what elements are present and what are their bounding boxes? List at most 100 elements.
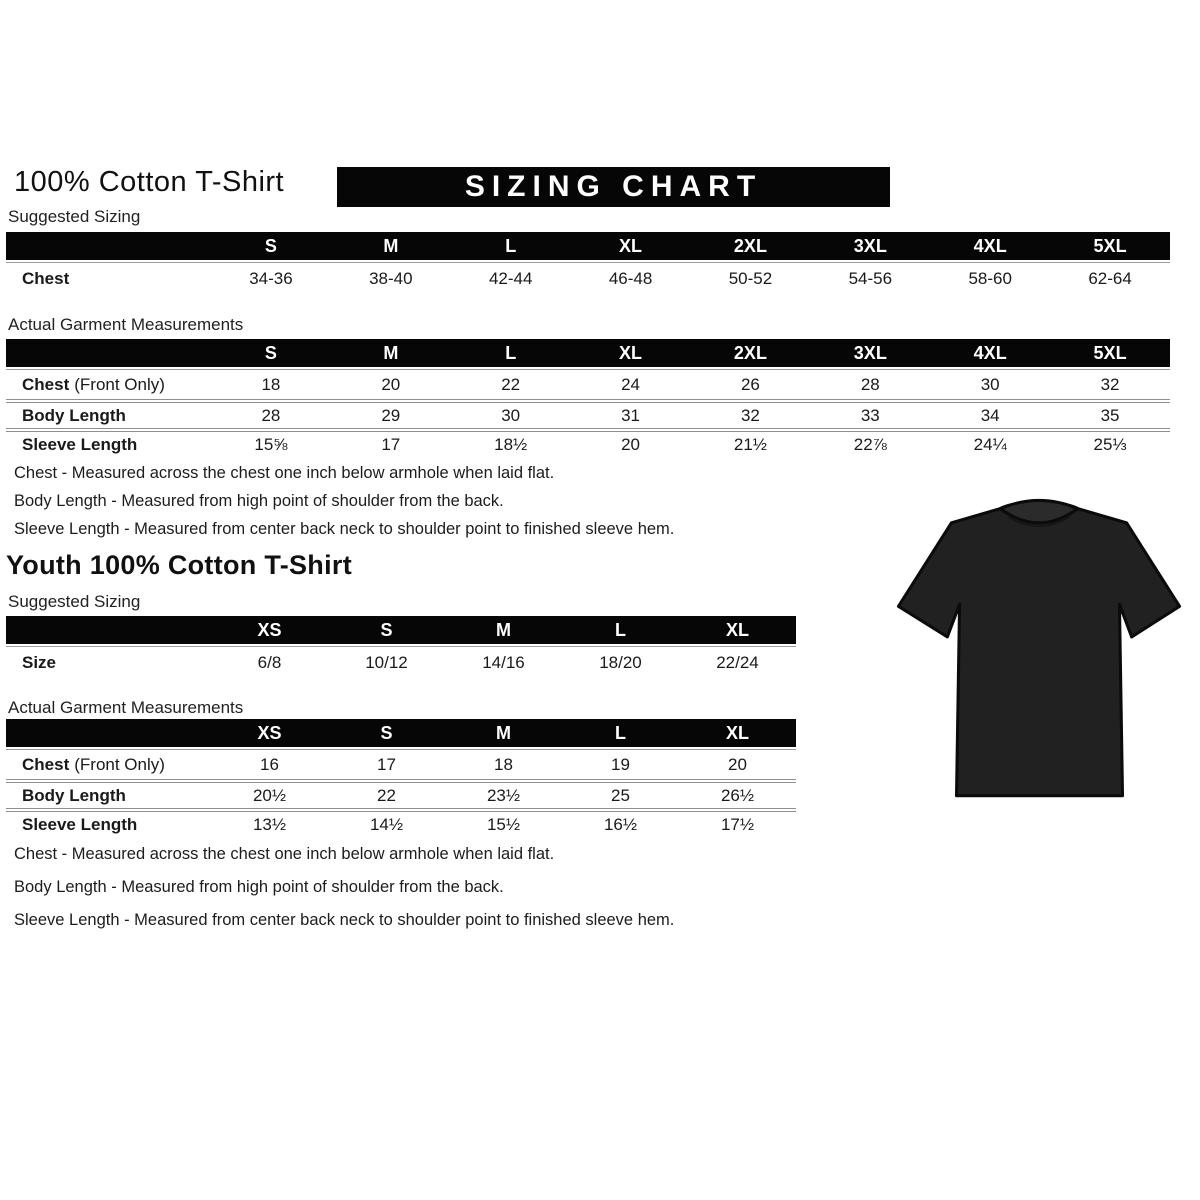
column-header: 3XL <box>853 342 887 363</box>
table-cell: 32 <box>740 405 760 425</box>
table-body: Size 6/8 10/12 14/16 18/20 22/24 <box>6 646 796 678</box>
table-cell: 31 <box>621 405 641 425</box>
column-header: 2XL <box>733 235 767 256</box>
table-cell: 28 <box>860 374 880 394</box>
row-label: Sleeve Length <box>22 814 138 834</box>
youth-actual-measurements-table: XS S M L XL Chest (Front Only) 16 17 18 1… <box>6 719 796 837</box>
youth-title: Youth 100% Cotton T-Shirt <box>6 550 352 580</box>
column-header: M <box>383 235 399 256</box>
column-header: S <box>264 235 277 256</box>
table-row: Sleeve Length 15⅝ 17 18½ 20 21½ 22⅞ 24¼ … <box>6 428 1170 457</box>
tshirt-icon <box>896 498 1182 798</box>
table-cell: 14½ <box>369 814 404 834</box>
table-cell: 42-44 <box>488 268 533 288</box>
table-cell: 22/24 <box>716 652 759 672</box>
column-header: M <box>496 619 511 640</box>
column-header: 4XL <box>973 235 1007 256</box>
table-cell: 15⅝ <box>254 434 288 454</box>
column-header: L <box>615 619 626 640</box>
table-header-row: S M L XL 2XL 3XL 4XL 5XL <box>6 339 1170 367</box>
table-body: Chest 34-36 38-40 42-44 46-48 50-52 54-5… <box>6 262 1170 294</box>
table-cell: 32 <box>1100 374 1120 394</box>
adult-suggested-sizing-label: Suggested Sizing <box>8 207 141 226</box>
youth-actual-measurements-label: Actual Garment Measurements <box>8 698 244 717</box>
table-cell: 18/20 <box>599 652 642 672</box>
table-cell: 38-40 <box>369 268 413 288</box>
column-header: XL <box>725 619 749 640</box>
table-cell: 17 <box>381 434 401 454</box>
table-cell: 22 <box>501 374 521 394</box>
table-cell: 50-52 <box>728 268 773 288</box>
table-cell: 34-36 <box>249 268 293 288</box>
table-cell: 16½ <box>603 814 638 834</box>
column-header: XS <box>257 619 282 640</box>
table-cell: 20½ <box>252 785 287 805</box>
table-cell: 29 <box>381 405 401 425</box>
table-cell: 6/8 <box>257 652 282 672</box>
column-header: M <box>383 342 399 363</box>
table-cell: 22 <box>377 785 396 805</box>
table-header-row: XS S M L XL <box>6 616 796 644</box>
table-cell: 25 <box>611 785 630 805</box>
table-cell: 54-56 <box>848 268 893 288</box>
table-cell: 23½ <box>486 785 521 805</box>
adult-actual-measurements-label: Actual Garment Measurements <box>8 315 244 334</box>
table-cell: 20 <box>381 374 401 394</box>
table-cell: 13½ <box>252 814 287 834</box>
row-label: Body Length <box>22 785 126 805</box>
column-header: 5XL <box>1093 235 1127 256</box>
row-label: Chest (Front Only) <box>22 754 165 774</box>
table-body: Chest (Front Only) 16 17 18 19 20 Body Le… <box>6 749 796 837</box>
table-cell: 30 <box>980 374 1000 394</box>
column-header: L <box>615 722 626 743</box>
column-header: XL <box>619 342 643 363</box>
row-label: Sleeve Length <box>22 434 138 454</box>
table-cell: 10/12 <box>365 652 408 672</box>
youth-suggested-sizing-label: Suggested Sizing <box>8 592 141 611</box>
measurement-notes: Chest - Measured across the chest one in… <box>14 843 674 942</box>
table-header-row: XS S M L XL <box>6 719 796 747</box>
column-header: 2XL <box>733 342 767 363</box>
page-title: 100% Cotton T-Shirt <box>14 166 285 198</box>
sizing-chart-banner: SIZING CHART <box>337 167 890 207</box>
table-row: Sleeve Length 13½ 14½ 15½ 16½ 17½ <box>6 808 796 837</box>
table-cell: 18 <box>494 754 513 774</box>
table-cell: 34 <box>980 405 1000 425</box>
table-cell: 46-48 <box>608 268 653 288</box>
youth-suggested-sizing-table: XS S M L XL Size 6/8 10/12 14/16 18/20 2… <box>6 616 796 678</box>
column-header: XS <box>257 722 282 743</box>
table-cell: 26½ <box>720 785 755 805</box>
table-row: Size 6/8 10/12 14/16 18/20 22/24 <box>6 647 796 678</box>
table-cell: 22⅞ <box>853 434 887 454</box>
table-cell: 15½ <box>486 814 521 834</box>
column-header: S <box>264 342 277 363</box>
table-cell: 21½ <box>733 434 767 454</box>
column-header: S <box>380 722 393 743</box>
table-row: Body Length 28 29 30 31 32 33 34 35 <box>6 399 1170 428</box>
table-cell: 26 <box>740 374 760 394</box>
table-cell: 28 <box>261 405 281 425</box>
column-header: L <box>505 342 517 363</box>
table-cell: 16 <box>260 754 279 774</box>
table-cell: 20 <box>621 434 641 454</box>
table-cell: 24¼ <box>973 434 1007 454</box>
table-cell: 30 <box>501 405 521 425</box>
row-label: Chest <box>22 268 70 288</box>
table-row: Chest (Front Only) 18 20 22 24 26 28 30 3… <box>6 370 1170 399</box>
table-cell: 17 <box>377 754 396 774</box>
note-chest: Chest - Measured across the chest one in… <box>14 464 555 482</box>
column-header: 3XL <box>853 235 887 256</box>
table-row: Body Length 20½ 22 23½ 25 26½ <box>6 779 796 808</box>
adult-actual-measurements-table: S M L XL 2XL 3XL 4XL 5XL Chest (Front Onl… <box>6 339 1170 457</box>
table-cell: 19 <box>611 754 630 774</box>
table-cell: 17½ <box>720 814 755 834</box>
column-header: L <box>505 235 517 256</box>
table-row: Chest 34-36 38-40 42-44 46-48 50-52 54-5… <box>6 263 1170 294</box>
column-header: XL <box>619 235 643 256</box>
note-body-length: Body Length - Measured from high point o… <box>14 878 504 896</box>
column-header: XL <box>725 722 749 743</box>
column-header: 4XL <box>973 342 1007 363</box>
column-header: M <box>496 722 511 743</box>
black-tshirt-image <box>886 476 1192 808</box>
